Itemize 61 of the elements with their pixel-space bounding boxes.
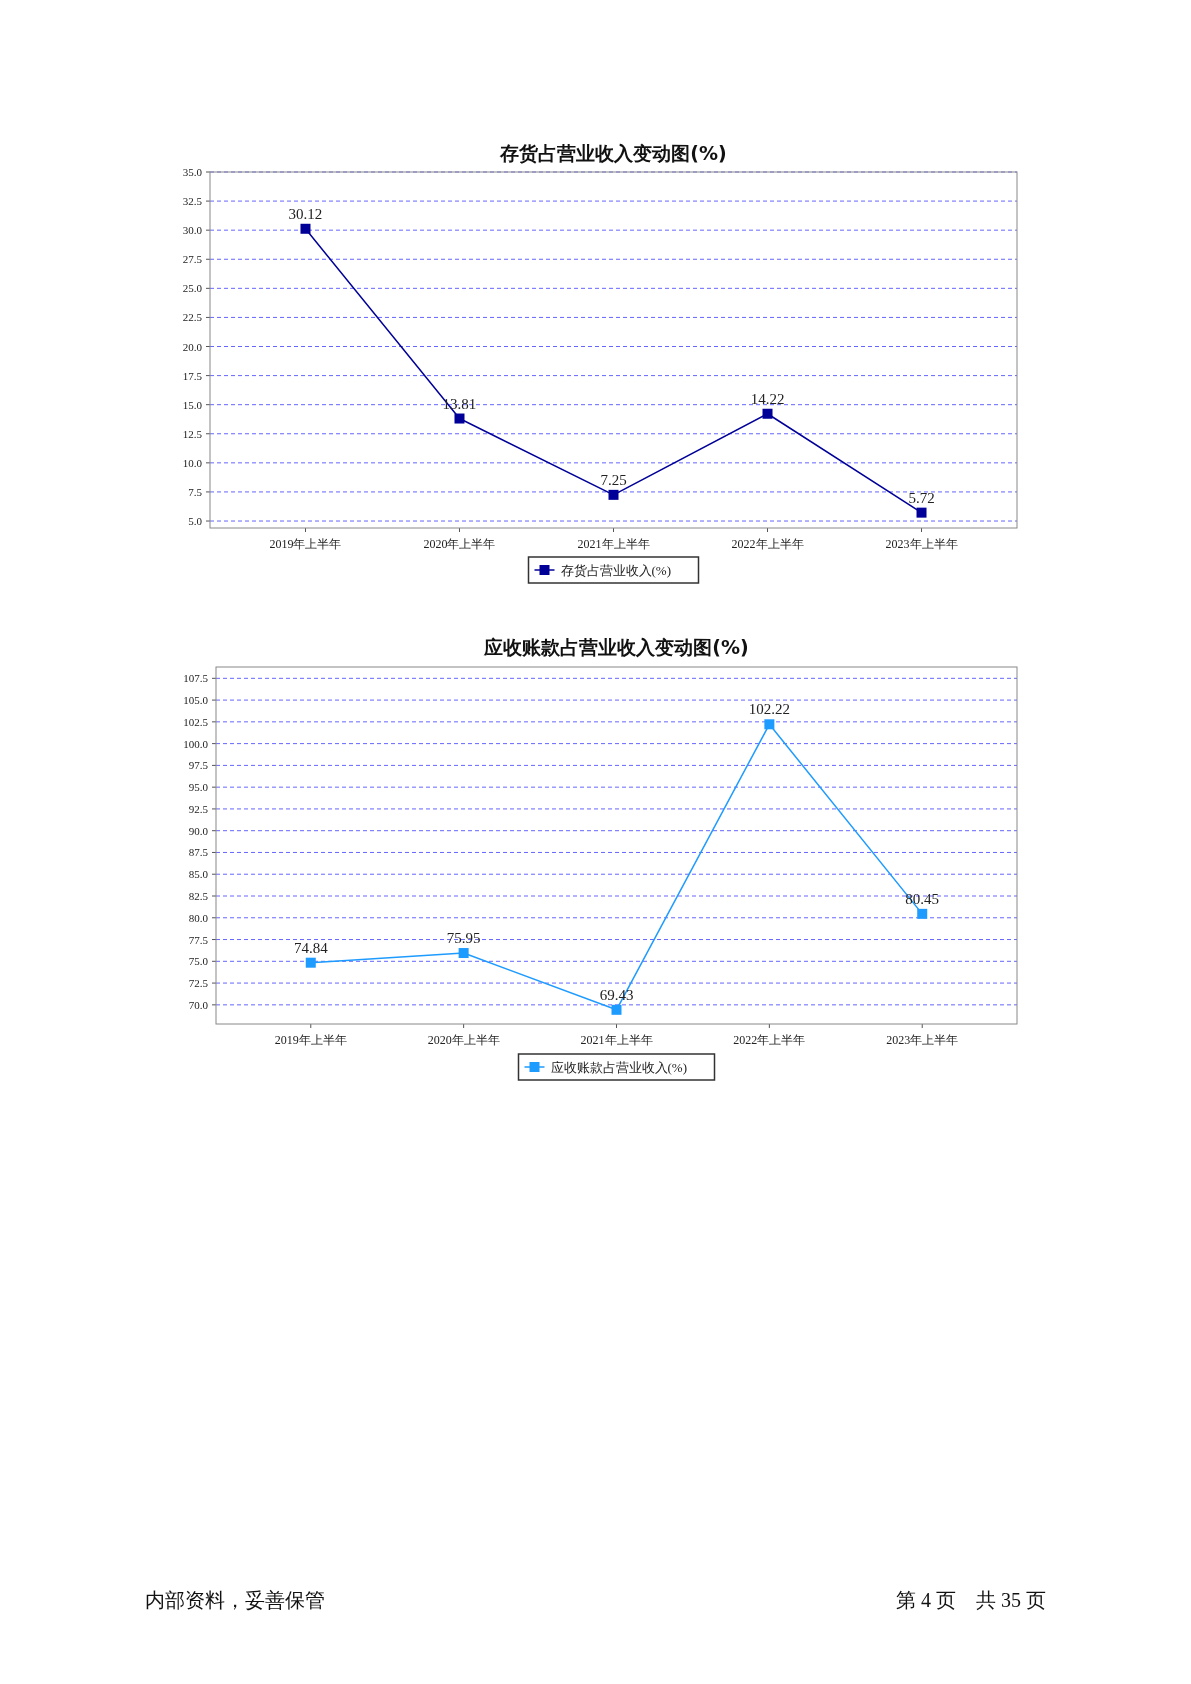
point (458, 948, 469, 959)
point (300, 223, 311, 234)
point (764, 719, 775, 730)
y-tick-label: 5.0 (188, 515, 203, 528)
y-tick-label: 77.5 (188, 933, 209, 946)
y-tick-label: 27.5 (182, 253, 203, 266)
chart-title: 存货占营业收入变动图(%) (499, 142, 727, 164)
data-label: 102.22 (748, 701, 790, 718)
x-tick-label: 2020年上半年 (427, 1033, 500, 1047)
y-tick-label: 12.5 (182, 427, 203, 440)
x-tick-label: 2019年上半年 (269, 537, 342, 551)
y-tick-label: 70.0 (188, 998, 209, 1011)
data-label: 74.84 (293, 939, 329, 956)
x-tick-label: 2020年上半年 (423, 537, 496, 551)
x-tick-label: 2022年上半年 (733, 1033, 806, 1047)
y-tick-label: 92.5 (188, 802, 209, 815)
data-label: 5.72 (908, 489, 935, 506)
y-tick-label: 95.0 (188, 781, 209, 794)
point (608, 489, 619, 500)
y-tick-label: 32.5 (182, 195, 203, 208)
y-tick-label: 85.0 (188, 868, 209, 881)
point (762, 408, 773, 419)
data-label: 7.25 (600, 471, 627, 488)
y-tick-label: 7.5 (188, 485, 203, 498)
y-tick-label: 20.0 (182, 340, 203, 353)
text: 第 4 页 共 35 页 (896, 1589, 1046, 1611)
y-tick-label: 10.0 (182, 456, 203, 469)
y-tick-label: 15.0 (182, 398, 203, 411)
point (916, 507, 927, 518)
y-tick-label: 105.0 (183, 694, 209, 707)
y-tick-label: 22.5 (182, 311, 203, 324)
point (305, 957, 316, 968)
data-label: 30.12 (288, 205, 323, 222)
y-tick-label: 97.5 (188, 759, 209, 772)
legend-label: 应收账款占营业收入(%) (550, 1060, 687, 1075)
y-tick-label: 25.0 (182, 282, 203, 295)
y-tick-label: 72.5 (188, 977, 209, 990)
x-tick-label: 2023年上半年 (886, 1033, 959, 1047)
y-tick-label: 17.5 (182, 369, 203, 382)
y-tick-label: 35.0 (182, 166, 203, 178)
x-tick-label: 2019年上半年 (274, 1033, 347, 1047)
legend-label: 存货占营业收入(%) (560, 563, 671, 578)
y-tick-label: 90.0 (188, 824, 209, 837)
y-tick-label: 75.0 (188, 955, 209, 968)
x-tick-label: 2021年上半年 (577, 537, 650, 551)
y-tick-label: 82.5 (188, 890, 209, 902)
x-tick-label: 2021年上半年 (580, 1033, 653, 1047)
point (454, 413, 465, 424)
y-tick-label: 87.5 (188, 846, 209, 859)
text: 内部资料，妥善保管 (145, 1589, 325, 1611)
y-tick-label: 30.0 (182, 224, 203, 237)
chart-title: 应收账款占营业收入变动图(%) (483, 636, 749, 658)
y-tick-label: 100.0 (183, 737, 209, 750)
data-label: 14.22 (750, 390, 785, 407)
point (917, 908, 928, 919)
point (611, 1004, 622, 1015)
x-tick-label: 2023年上半年 (885, 537, 958, 551)
x-tick-label: 2022年上半年 (731, 537, 804, 551)
y-tick-label: 80.0 (188, 911, 209, 924)
y-tick-label: 102.5 (183, 715, 209, 728)
y-tick-label: 107.5 (183, 672, 209, 685)
